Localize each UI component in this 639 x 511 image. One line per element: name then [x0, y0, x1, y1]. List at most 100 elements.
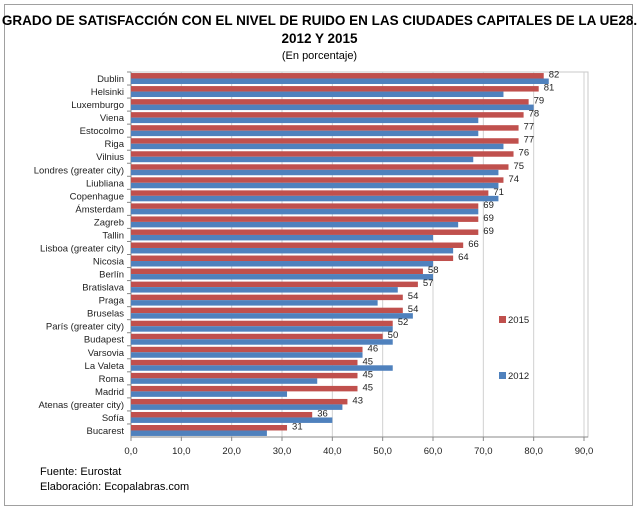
bar-2012 — [131, 313, 413, 319]
bar-2012 — [131, 352, 363, 358]
data-label-2015: 57 — [423, 278, 434, 289]
x-tick-label: 60,0 — [424, 446, 443, 457]
category-label: Liubliana — [86, 178, 125, 189]
category-label: Berlín — [99, 270, 124, 281]
category-label: Copenhague — [70, 191, 124, 202]
category-label: Zagreb — [94, 217, 124, 228]
bar-2012 — [131, 365, 393, 371]
bar-2012 — [131, 221, 459, 228]
bar-2015 — [131, 294, 403, 301]
category-label: Estocolmo — [80, 126, 124, 137]
bar-2012 — [131, 234, 433, 241]
chart-frame — [4, 4, 633, 506]
bar-2012 — [131, 195, 499, 202]
bar-2015 — [131, 73, 544, 79]
legend-swatch-2012 — [499, 372, 506, 379]
category-label: Vilnius — [96, 152, 124, 163]
bar-2015 — [131, 372, 358, 379]
category-label: Budapest — [84, 335, 125, 346]
bar-2012 — [131, 169, 499, 176]
bar-2015 — [131, 411, 313, 418]
bar-2015 — [131, 385, 358, 392]
bar-2015 — [131, 190, 489, 196]
category-label: Bruselas — [87, 309, 124, 320]
category-label: Roma — [99, 374, 125, 385]
data-label-2015: 31 — [292, 421, 303, 432]
bar-2015 — [131, 203, 479, 209]
category-label: Bratislava — [82, 283, 124, 294]
bar-2015 — [131, 268, 423, 275]
author-note: Elaboración: Ecopalabras.com — [40, 481, 190, 493]
category-label: Londres (greater city) — [34, 165, 124, 176]
category-label: Tallin — [102, 230, 124, 241]
category-label: París (greater city) — [46, 322, 124, 333]
source-note: Fuente: Eurostat — [40, 466, 122, 478]
bar-2012 — [131, 182, 499, 189]
category-label: Praga — [99, 296, 125, 307]
category-label: Helsinki — [91, 87, 124, 98]
bar-2015 — [131, 138, 519, 144]
x-tick-label: 90,0 — [575, 446, 594, 457]
bar-2012 — [131, 117, 479, 124]
bar-2015 — [131, 86, 539, 92]
data-label-2015: 74 — [508, 174, 519, 185]
x-tick-label: 20,0 — [222, 446, 241, 457]
data-label-2015: 43 — [352, 395, 363, 406]
data-label-2015: 71 — [493, 187, 504, 198]
bar-2015 — [131, 99, 529, 105]
data-label-2015: 54 — [408, 291, 419, 302]
bar-2012 — [131, 91, 504, 98]
bar-2015 — [131, 255, 454, 262]
x-tick-label: 40,0 — [323, 446, 342, 457]
bar-2012 — [131, 247, 454, 254]
bar-2015 — [131, 425, 288, 431]
bar-2015 — [131, 242, 464, 248]
data-label-2015: 79 — [534, 96, 545, 107]
bar-2012 — [131, 208, 479, 215]
data-label-2015: 69 — [483, 200, 494, 211]
category-label: Nicosia — [93, 257, 125, 268]
category-label: Viena — [100, 113, 125, 124]
bar-2012 — [131, 391, 288, 397]
bar-2015 — [131, 112, 524, 118]
chart-subtitle: (En porcentaje) — [281, 50, 358, 62]
data-label-2015: 78 — [529, 109, 540, 120]
category-label: Atenas (greater city) — [38, 400, 124, 411]
data-label-2015: 45 — [363, 382, 374, 393]
data-label-2015: 77 — [524, 135, 535, 146]
category-label: La Valeta — [85, 361, 125, 372]
legend-swatch-2015 — [499, 316, 506, 323]
bar-2012 — [131, 104, 534, 111]
category-label: Lisboa (greater city) — [40, 243, 124, 254]
bar-2012 — [131, 143, 504, 150]
category-label: Varsovia — [88, 348, 125, 359]
bar-2012 — [131, 326, 393, 332]
x-tick-label: 80,0 — [524, 446, 543, 457]
data-label-2015: 50 — [388, 330, 399, 341]
data-label-2015: 81 — [544, 83, 555, 94]
data-label-2015: 76 — [519, 148, 530, 159]
data-label-2015: 75 — [514, 161, 525, 172]
data-label-2015: 69 — [483, 213, 494, 224]
data-label-2015: 69 — [483, 226, 494, 237]
bar-2015 — [131, 346, 363, 353]
x-tick-label: 10,0 — [172, 446, 191, 457]
bar-2012 — [131, 130, 479, 137]
bar-2012 — [131, 78, 549, 84]
bar-2015 — [131, 216, 479, 222]
category-label: Luxemburgo — [71, 100, 124, 111]
bar-2012 — [131, 430, 267, 436]
bar-2015 — [131, 151, 514, 157]
category-label: Bucarest — [87, 426, 125, 437]
legend-label-2012: 2012 — [508, 371, 529, 382]
category-label: Sofía — [102, 413, 125, 424]
legend-label-2015: 2015 — [508, 315, 529, 326]
bar-2015 — [131, 164, 509, 170]
bar-2012 — [131, 274, 433, 280]
bar-2015 — [131, 307, 403, 314]
x-tick-label: 0,0 — [124, 446, 137, 457]
chart-title: GRADO DE SATISFACCIÓN CON EL NIVEL DE RU… — [1, 13, 638, 28]
bar-2015 — [131, 229, 479, 235]
category-label: Ámsterdam — [75, 204, 124, 215]
bar-2012 — [131, 156, 474, 163]
